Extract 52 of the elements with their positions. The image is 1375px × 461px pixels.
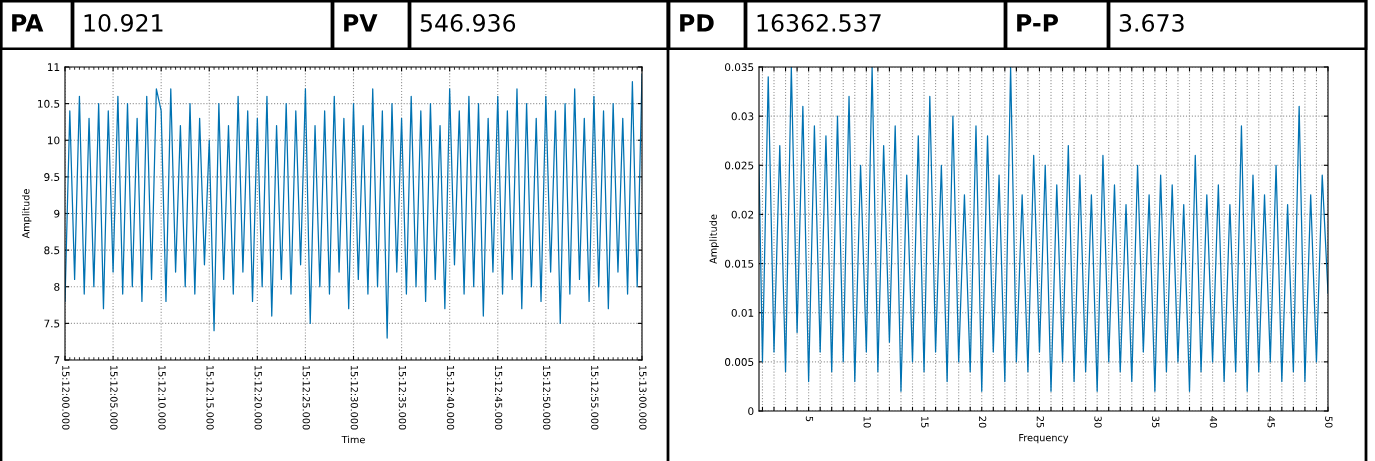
x-tick-label: 15:12:55.000: [591, 365, 599, 430]
y-tick-label: 0.005: [725, 358, 754, 366]
text: PA: [12, 14, 44, 32]
x-tick-label: 35: [1152, 416, 1160, 428]
x-tick-label: 15:12:00.000: [62, 365, 70, 430]
y-tick-label: 0.03: [731, 112, 754, 121]
y-tick-label: 0.035: [725, 63, 754, 72]
y-tick-label: 8.5: [44, 246, 60, 255]
text: P-P: [1017, 14, 1059, 32]
x-tick-label: 25: [1036, 416, 1044, 428]
y-tick-label: 9.5: [44, 173, 60, 181]
x-tick-label: 40: [1209, 416, 1218, 428]
x-axis-title: Time: [341, 435, 365, 444]
x-tick-label: 50: [1325, 416, 1333, 428]
y-axis-title: Amplitude: [709, 214, 719, 264]
y-tick-label: 7: [54, 356, 60, 364]
y-tick-label: 0.025: [725, 161, 754, 170]
x-tick-label: 15:12:10.000: [158, 365, 166, 430]
x-tick-label: 15: [921, 416, 929, 428]
text: 3.673: [1119, 13, 1184, 32]
x-tick-label: 20: [978, 416, 987, 428]
text: PV: [344, 14, 378, 32]
y-axis-title: Amplitude: [21, 189, 32, 239]
y-tick-label: 7.5: [44, 319, 60, 328]
text: 10.921: [84, 13, 163, 32]
y-tick-label: 11: [48, 63, 60, 71]
x-tick-label: 45: [1267, 416, 1275, 428]
y-tick-label: 9: [54, 209, 60, 218]
x-tick-label: 15:12:50.000: [543, 365, 551, 430]
x-tick-label: 15:12:25.000: [302, 365, 310, 430]
x-tick-label: 5: [805, 416, 814, 422]
x-tick-label: 15:13:00.000: [639, 365, 647, 430]
x-tick-label: 15:12:15.000: [206, 365, 214, 430]
y-tick-label: 0.01: [731, 308, 754, 317]
x-tick-label: 15:12:45.000: [494, 365, 503, 430]
y-tick-label: 10.5: [38, 99, 60, 108]
x-tick-label: 15:12:20.000: [254, 365, 262, 430]
y-tick-label: 8: [54, 282, 60, 291]
x-tick-label: 10: [863, 416, 871, 428]
y-tick-label: 0.015: [725, 259, 754, 268]
x-tick-label: 15:12:30.000: [350, 365, 359, 430]
y-tick-label: 0: [748, 407, 754, 416]
x-tick-label: 15:12:35.000: [398, 365, 407, 430]
x-axis-title: Frequency: [1019, 434, 1069, 444]
text: 16362.537: [757, 13, 881, 32]
y-tick-label: 10: [48, 136, 60, 145]
y-tick-label: 0.02: [731, 210, 754, 219]
x-tick-label: 15:12:05.000: [110, 365, 118, 430]
text: 546.936: [420, 13, 516, 32]
text: PD: [680, 14, 714, 32]
x-tick-label: 15:12:40.000: [446, 365, 455, 430]
x-tick-label: 30: [1094, 416, 1102, 428]
